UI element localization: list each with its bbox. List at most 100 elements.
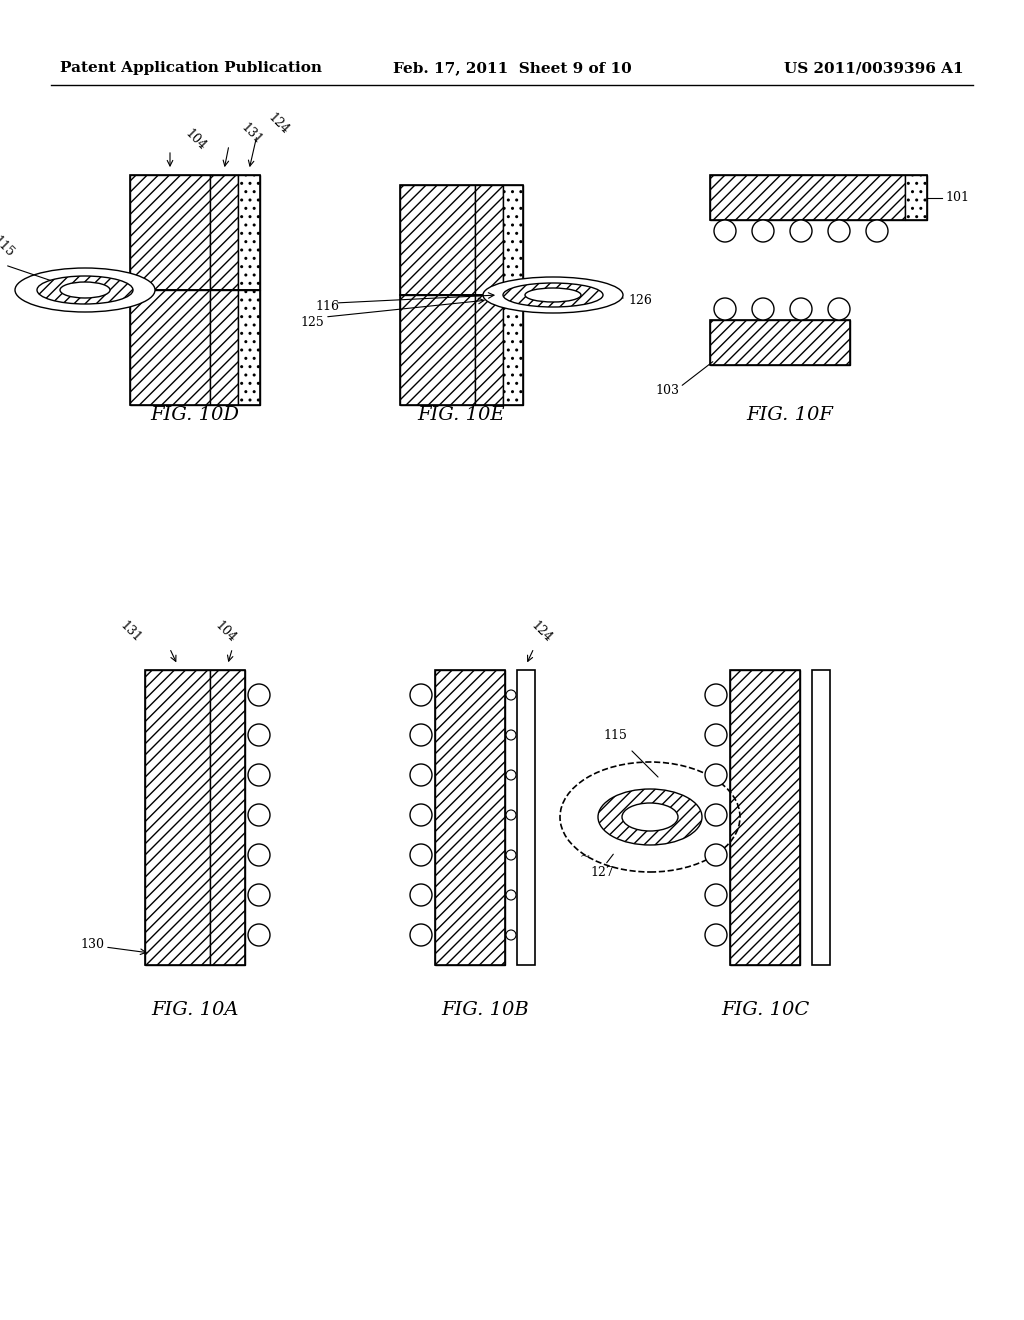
Bar: [503, 185, 523, 294]
Text: Feb. 17, 2011  Sheet 9 of 10: Feb. 17, 2011 Sheet 9 of 10: [392, 61, 632, 75]
Bar: [905, 176, 927, 220]
Ellipse shape: [410, 723, 432, 746]
Ellipse shape: [866, 220, 888, 242]
Ellipse shape: [752, 220, 774, 242]
Bar: [710, 176, 927, 220]
Bar: [812, 671, 830, 965]
Text: 127: 127: [590, 866, 613, 879]
Ellipse shape: [705, 843, 727, 866]
Ellipse shape: [410, 804, 432, 826]
Text: 126: 126: [628, 293, 652, 306]
Bar: [710, 176, 905, 220]
Ellipse shape: [790, 298, 812, 319]
Ellipse shape: [506, 810, 516, 820]
Ellipse shape: [410, 924, 432, 946]
Ellipse shape: [248, 843, 270, 866]
Bar: [710, 319, 850, 366]
Bar: [210, 290, 238, 405]
Ellipse shape: [506, 730, 516, 741]
Text: FIG. 10E: FIG. 10E: [418, 407, 505, 424]
Text: 115: 115: [0, 234, 16, 260]
Ellipse shape: [248, 804, 270, 826]
Bar: [400, 294, 475, 405]
Text: 103: 103: [655, 384, 679, 396]
Text: 130: 130: [80, 939, 104, 952]
Bar: [435, 671, 505, 965]
Ellipse shape: [705, 884, 727, 906]
Text: 115: 115: [603, 729, 627, 742]
Ellipse shape: [714, 298, 736, 319]
Ellipse shape: [248, 884, 270, 906]
Ellipse shape: [506, 770, 516, 780]
Ellipse shape: [506, 690, 516, 700]
Ellipse shape: [60, 282, 110, 298]
Ellipse shape: [705, 723, 727, 746]
Ellipse shape: [15, 268, 155, 312]
Text: ~: ~: [580, 850, 590, 863]
Ellipse shape: [410, 764, 432, 785]
Bar: [130, 176, 260, 290]
Ellipse shape: [714, 220, 736, 242]
Text: FIG. 10F: FIG. 10F: [746, 407, 834, 424]
Ellipse shape: [248, 723, 270, 746]
Bar: [210, 671, 245, 965]
Bar: [400, 294, 523, 405]
Ellipse shape: [525, 288, 581, 302]
Bar: [145, 671, 245, 965]
Ellipse shape: [828, 220, 850, 242]
Text: FIG. 10B: FIG. 10B: [441, 1001, 528, 1019]
Text: US 2011/0039396 A1: US 2011/0039396 A1: [784, 61, 964, 75]
Bar: [210, 176, 238, 290]
Bar: [238, 176, 260, 290]
Bar: [130, 290, 260, 405]
Text: FIG. 10D: FIG. 10D: [151, 407, 240, 424]
Ellipse shape: [248, 684, 270, 706]
Text: 125: 125: [300, 317, 324, 330]
Text: 131: 131: [117, 619, 143, 645]
Text: 104: 104: [182, 127, 208, 153]
Bar: [238, 290, 260, 405]
Bar: [400, 185, 523, 294]
Ellipse shape: [248, 764, 270, 785]
Ellipse shape: [506, 850, 516, 861]
Text: 124: 124: [265, 111, 291, 137]
Bar: [503, 294, 523, 405]
Ellipse shape: [790, 220, 812, 242]
Bar: [435, 671, 505, 965]
Bar: [475, 294, 503, 405]
Bar: [475, 185, 503, 294]
Ellipse shape: [503, 282, 603, 308]
Bar: [130, 176, 210, 290]
Ellipse shape: [410, 684, 432, 706]
Ellipse shape: [506, 890, 516, 900]
Ellipse shape: [248, 924, 270, 946]
Ellipse shape: [598, 789, 702, 845]
Text: 124: 124: [528, 619, 554, 645]
Bar: [730, 671, 800, 965]
Bar: [730, 671, 800, 965]
Bar: [517, 671, 535, 965]
Ellipse shape: [705, 684, 727, 706]
Ellipse shape: [483, 277, 623, 313]
Ellipse shape: [705, 924, 727, 946]
Text: FIG. 10A: FIG. 10A: [152, 1001, 239, 1019]
Text: 131: 131: [238, 121, 264, 147]
Bar: [145, 671, 210, 965]
Ellipse shape: [410, 884, 432, 906]
Text: 104: 104: [212, 619, 239, 645]
Bar: [400, 185, 475, 294]
Bar: [710, 319, 850, 366]
Ellipse shape: [506, 931, 516, 940]
Ellipse shape: [622, 803, 678, 832]
Text: 116: 116: [315, 301, 339, 314]
Ellipse shape: [828, 298, 850, 319]
Ellipse shape: [410, 843, 432, 866]
Text: FIG. 10C: FIG. 10C: [721, 1001, 809, 1019]
Ellipse shape: [752, 298, 774, 319]
Ellipse shape: [37, 276, 133, 304]
Text: 101: 101: [945, 191, 969, 205]
Ellipse shape: [705, 764, 727, 785]
Ellipse shape: [705, 804, 727, 826]
Text: Patent Application Publication: Patent Application Publication: [60, 61, 322, 75]
Bar: [130, 290, 210, 405]
